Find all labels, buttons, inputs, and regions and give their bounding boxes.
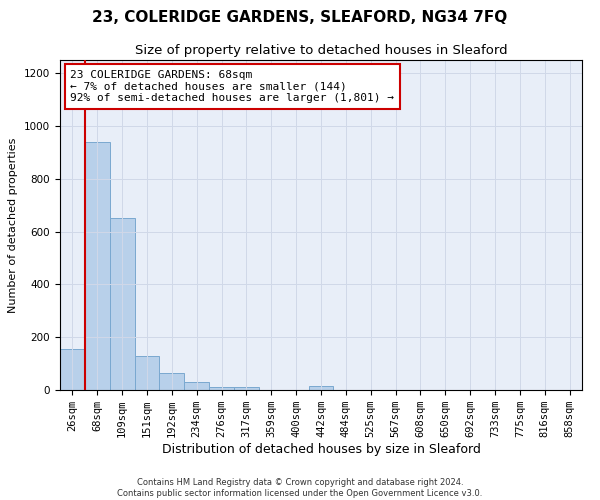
Y-axis label: Number of detached properties: Number of detached properties <box>8 138 19 312</box>
Text: 23, COLERIDGE GARDENS, SLEAFORD, NG34 7FQ: 23, COLERIDGE GARDENS, SLEAFORD, NG34 7F… <box>92 10 508 25</box>
Bar <box>134 356 160 390</box>
Title: Size of property relative to detached houses in Sleaford: Size of property relative to detached ho… <box>134 44 508 58</box>
Bar <box>85 142 110 390</box>
Bar <box>234 387 259 390</box>
Text: Contains HM Land Registry data © Crown copyright and database right 2024.
Contai: Contains HM Land Registry data © Crown c… <box>118 478 482 498</box>
Text: 23 COLERIDGE GARDENS: 68sqm
← 7% of detached houses are smaller (144)
92% of sem: 23 COLERIDGE GARDENS: 68sqm ← 7% of deta… <box>70 70 394 103</box>
X-axis label: Distribution of detached houses by size in Sleaford: Distribution of detached houses by size … <box>161 443 481 456</box>
Bar <box>209 387 234 390</box>
Bar <box>184 382 209 390</box>
Bar <box>60 348 85 390</box>
Bar <box>160 374 184 390</box>
Bar <box>110 218 134 390</box>
Bar <box>308 386 334 390</box>
